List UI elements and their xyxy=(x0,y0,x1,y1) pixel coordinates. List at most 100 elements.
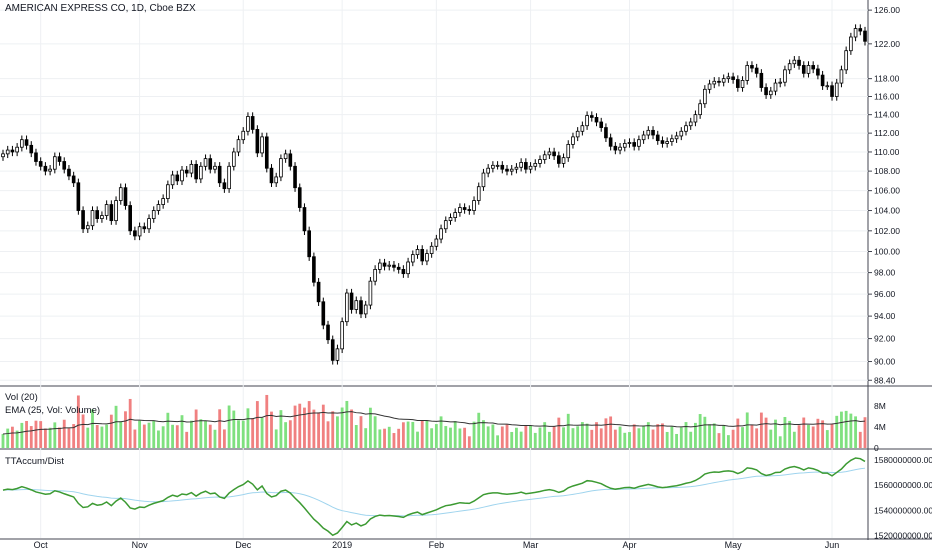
price-pane[interactable] xyxy=(1,14,932,365)
volume-bar xyxy=(213,429,217,448)
candle-up xyxy=(368,280,373,306)
candle-down xyxy=(632,142,637,147)
candle-down xyxy=(29,144,34,154)
candle-up xyxy=(227,165,231,190)
y-tick-label: 98.00 xyxy=(874,268,896,278)
candle-down xyxy=(717,80,721,83)
candle-up xyxy=(161,198,165,205)
volume-bar xyxy=(741,427,744,448)
candle-up xyxy=(707,83,712,90)
volume-bar xyxy=(279,410,283,448)
y-tick-label: 90.00 xyxy=(874,357,896,367)
candle-down xyxy=(731,76,735,80)
volume-bar xyxy=(416,431,419,448)
volume-bar xyxy=(854,416,857,448)
volume-bar xyxy=(293,405,297,448)
candle-down xyxy=(396,266,401,270)
y-tick-label: 116.00 xyxy=(874,91,900,101)
candle-up xyxy=(547,151,552,156)
volume-bar xyxy=(515,427,518,448)
volume-bar xyxy=(29,426,33,448)
volume-bar xyxy=(444,426,448,448)
volume-bar xyxy=(133,429,137,448)
volume-bar xyxy=(797,425,801,448)
volume-bar xyxy=(147,422,151,448)
candle-up xyxy=(166,184,170,199)
volume-bar xyxy=(477,412,481,448)
volume-label: Vol (20) xyxy=(5,392,38,403)
candle-up xyxy=(721,78,726,83)
candle-up xyxy=(354,300,359,310)
volume-bar xyxy=(383,428,386,448)
volume-bar xyxy=(675,433,678,448)
candle-down xyxy=(321,301,326,326)
candle-down xyxy=(128,205,132,232)
y-tick-label: 126.00 xyxy=(874,5,900,15)
volume-bar xyxy=(458,428,462,448)
volume-bar xyxy=(821,420,825,448)
candle-up xyxy=(566,143,571,159)
indicator-pane[interactable] xyxy=(2,457,866,537)
candle-up xyxy=(571,136,575,145)
volume-bar xyxy=(745,412,749,448)
candle-down xyxy=(222,182,227,190)
volume-bar xyxy=(95,425,99,448)
grid-layer xyxy=(0,0,932,540)
candle-up xyxy=(679,130,684,137)
volume-pane[interactable] xyxy=(1,394,867,448)
volume-bar xyxy=(11,426,14,448)
candle-down xyxy=(133,230,137,237)
candle-up xyxy=(20,139,24,148)
volume-bar xyxy=(802,417,806,448)
volume-bar xyxy=(326,421,330,448)
volume-bar xyxy=(778,436,782,448)
axis-layer: Oct Nov Dec 2019 Feb Mar Apr May Jun 88.40 90.00 92… xyxy=(34,5,932,550)
candle-up xyxy=(434,238,439,247)
candle-down xyxy=(500,164,505,170)
volume-bar xyxy=(312,409,316,448)
volume-bar xyxy=(241,420,245,448)
volume-bar xyxy=(53,422,57,448)
candle-down xyxy=(250,116,255,130)
candle-down xyxy=(330,339,335,361)
volume-bar xyxy=(354,425,358,448)
volume-bar xyxy=(632,424,636,448)
candle-down xyxy=(316,281,321,303)
y-tick-label: 118.00 xyxy=(874,74,900,84)
candle-up xyxy=(231,151,236,167)
accum-signal-line xyxy=(2,467,866,517)
candle-down xyxy=(764,87,768,96)
volume-bar xyxy=(161,426,165,448)
volume-bar xyxy=(364,428,368,448)
volume-bar xyxy=(731,429,735,448)
volume-bar xyxy=(533,432,537,448)
volume-bar xyxy=(72,424,76,448)
candle-down xyxy=(811,65,816,70)
candle-up xyxy=(260,136,264,154)
candle-down xyxy=(552,151,556,157)
volume-bar xyxy=(764,417,768,448)
x-tick-label: Dec xyxy=(235,540,252,550)
volume-bar xyxy=(703,416,707,448)
volume-bar xyxy=(750,424,754,448)
candle-up xyxy=(688,121,693,127)
volume-bar xyxy=(463,427,467,448)
candle-up xyxy=(415,249,420,256)
candle-up xyxy=(453,212,458,218)
volume-bar xyxy=(543,422,547,448)
volume-bar xyxy=(604,418,608,448)
candle-down xyxy=(208,158,213,170)
volume-bar xyxy=(114,405,118,448)
volume-bar xyxy=(708,424,711,448)
volume-bar xyxy=(237,420,240,448)
candle-up xyxy=(406,261,410,275)
volume-bar xyxy=(524,425,528,448)
y-tick-label: 114.00 xyxy=(874,110,900,120)
volume-bar xyxy=(260,417,264,448)
candle-up xyxy=(335,348,340,361)
candle-up xyxy=(787,63,792,71)
volume-bar xyxy=(482,420,485,448)
indicator-tick-label: 1580000000.00 xyxy=(874,455,932,465)
